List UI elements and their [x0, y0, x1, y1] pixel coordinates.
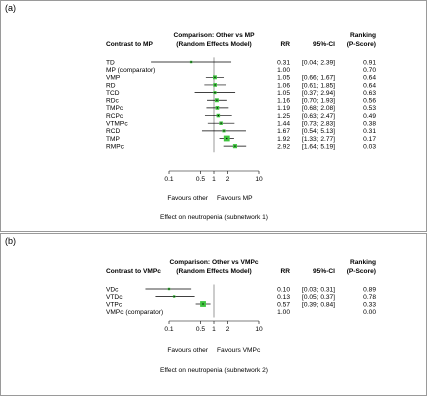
favours-right-label: Favours VMPc — [217, 347, 261, 354]
row-rr: 1.92 — [277, 136, 290, 143]
header-comparison: Comparison: Other vs VMPc — [169, 259, 258, 266]
header-ci: 95%-CI — [313, 41, 335, 48]
row-rr: 1.05 — [277, 75, 290, 82]
x-tick-label: 10 — [255, 176, 263, 183]
row-pscore: 0.49 — [363, 113, 376, 120]
x-tick-label: 0.1 — [164, 326, 173, 333]
row-rr: 1.06 — [277, 82, 290, 89]
row-pscore: 0.31 — [363, 128, 376, 135]
row-label: MP (comparator) — [106, 67, 155, 74]
row-rr: 2.92 — [277, 143, 290, 150]
row-rr: 1.05 — [277, 90, 290, 97]
row-pscore: 0.70 — [363, 67, 376, 74]
row-rr: 1.25 — [277, 113, 290, 120]
row-label: RCD — [106, 128, 121, 135]
forest-plot-a: Comparison: Other vs MP (Random Effects M… — [106, 32, 376, 221]
row-label: RMPc — [106, 143, 125, 150]
header-contrast: Contrast to MP — [106, 41, 153, 48]
row-pscore: 0.53 — [363, 105, 376, 112]
row-rr: 1.00 — [277, 67, 290, 74]
row-label: VTPc — [106, 301, 123, 308]
row-label: RCPc — [106, 113, 124, 120]
row-label: TMPc — [106, 105, 124, 112]
header-rr: RR — [280, 268, 290, 275]
row-rr: 0.13 — [277, 294, 290, 301]
header-rr: RR — [280, 41, 290, 48]
row-ci: [0.04; 2.39] — [302, 59, 335, 66]
row-pscore: 0.64 — [363, 75, 376, 82]
row-label: RDc — [106, 98, 120, 105]
row-ci: [0.05; 0.37] — [302, 294, 335, 301]
row-ci: [0.61; 1.85] — [302, 82, 335, 89]
row-rr: 1.44 — [277, 121, 290, 128]
row-ci: [0.68; 2.08] — [302, 105, 335, 112]
row-rr: 1.19 — [277, 105, 290, 112]
row-ci: [0.66; 1.67] — [302, 75, 335, 82]
forest-plot-b: Comparison: Other vs VMPc (Random Effects… — [106, 259, 376, 374]
row-pscore: 0.78 — [363, 294, 376, 301]
row-label: RD — [106, 82, 116, 89]
x-tick-label: 1 — [212, 326, 216, 333]
row-pscore: 0.89 — [363, 286, 376, 293]
row-pscore: 0.17 — [363, 136, 376, 143]
row-pscore: 0.00 — [363, 309, 376, 316]
panel-label: (b) — [5, 236, 16, 246]
favours-right-label: Favours MP — [217, 195, 253, 202]
header-model: (Random Effects Model) — [176, 268, 251, 275]
header-comparison: Comparison: Other vs MP — [174, 32, 256, 39]
forest-panel-a: (a) Comparison: Other vs MP (Random Effec… — [0, 0, 427, 232]
favours-left-label: Favours other — [167, 195, 208, 202]
row-ci: [0.73; 2.83] — [302, 121, 335, 128]
row-pscore: 0.03 — [363, 143, 376, 150]
row-label: VDc — [106, 286, 119, 293]
x-tick-label: 2 — [226, 326, 230, 333]
row-label: VTDc — [106, 294, 123, 301]
row-label: TCD — [106, 90, 120, 97]
chart-caption: Effect on neutropenia (subnetwork 2) — [160, 367, 268, 374]
x-tick-label: 0.1 — [164, 176, 173, 183]
panel-label: (a) — [5, 3, 16, 13]
row-label: TD — [106, 59, 115, 66]
header-pscore: (P-Score) — [347, 41, 376, 48]
x-tick-label: 0.5 — [196, 326, 205, 333]
header-ci: 95%-CI — [313, 268, 335, 275]
row-pscore: 0.56 — [363, 98, 376, 105]
row-rr: 1.16 — [277, 98, 290, 105]
row-ci: [0.03; 0.31] — [302, 286, 335, 293]
row-pscore: 0.33 — [363, 301, 376, 308]
header-pscore: (P-Score) — [347, 268, 376, 275]
row-ci: [0.39; 0.84] — [302, 301, 335, 308]
x-tick-label: 10 — [255, 326, 263, 333]
header-ranking: Ranking — [350, 32, 376, 39]
row-ci: [1.64; 5.19] — [302, 143, 335, 150]
header-model: (Random Effects Model) — [176, 41, 251, 48]
row-rr: 0.10 — [277, 286, 290, 293]
chart-caption: Effect on neutropenia (subnetwork 1) — [160, 214, 268, 221]
row-pscore: 0.91 — [363, 59, 376, 66]
x-tick-label: 2 — [226, 176, 230, 183]
header-contrast: Contrast to VMPc — [106, 268, 161, 275]
row-rr: 0.31 — [277, 59, 290, 66]
row-pscore: 0.38 — [363, 121, 376, 128]
x-tick-label: 0.5 — [196, 176, 205, 183]
row-rr: 1.67 — [277, 128, 290, 135]
header-ranking: Ranking — [350, 259, 376, 266]
x-tick-label: 1 — [212, 176, 216, 183]
row-label: VMP — [106, 75, 121, 82]
row-rr: 0.57 — [277, 301, 290, 308]
row-label: VTMPc — [106, 121, 128, 128]
forest-panel-b: (b) Comparison: Other vs VMPc (Random Eff… — [0, 233, 427, 396]
row-ci: [0.63; 2.47] — [302, 113, 335, 120]
row-rr: 1.00 — [277, 309, 290, 316]
row-ci: [1.33; 2.77] — [302, 136, 335, 143]
row-pscore: 0.64 — [363, 82, 376, 89]
row-ci: [0.70; 1.93] — [302, 98, 335, 105]
row-label: TMP — [106, 136, 121, 143]
row-label: VMPc (comparator) — [106, 309, 163, 316]
row-ci: [0.37; 2.94] — [302, 90, 335, 97]
row-pscore: 0.63 — [363, 90, 376, 97]
row-ci: [0.54; 5.13] — [302, 128, 335, 135]
favours-left-label: Favours other — [167, 347, 208, 354]
